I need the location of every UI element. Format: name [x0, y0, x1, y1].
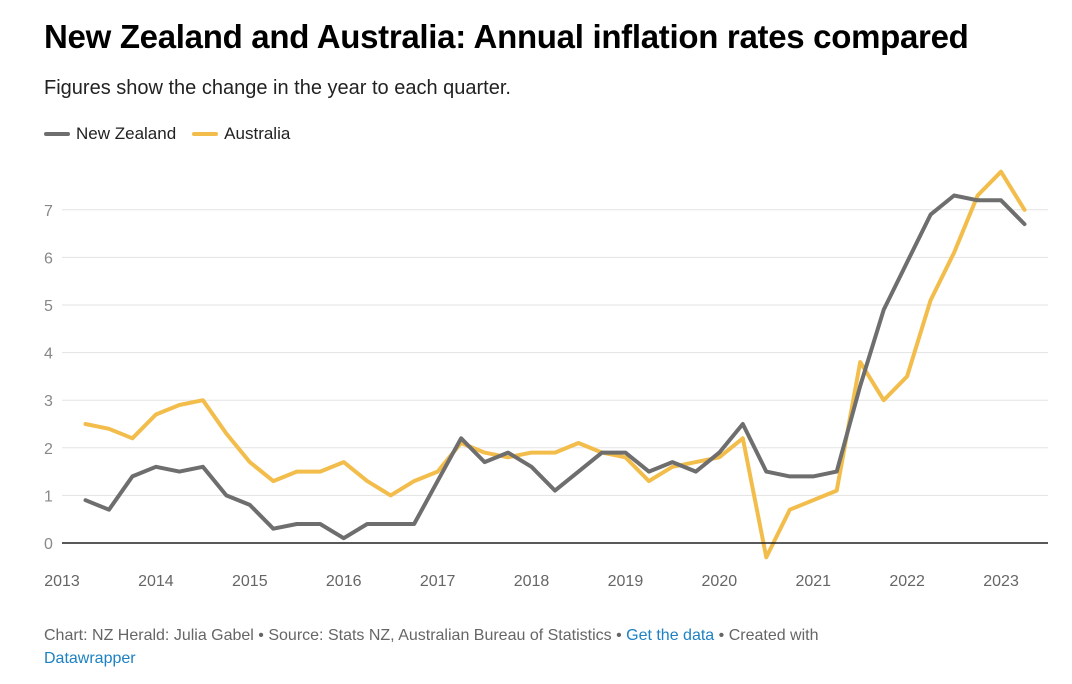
legend-label-australia: Australia	[224, 124, 291, 143]
datawrapper-link[interactable]: Datawrapper	[44, 650, 136, 667]
x-tick-label: 2013	[44, 573, 80, 590]
x-tick-label: 2014	[138, 573, 174, 590]
footer-separator: •	[253, 627, 269, 644]
x-tick-label: 2022	[889, 573, 925, 590]
y-tick-label: 4	[44, 346, 53, 363]
legend-swatch-new-zealand	[44, 132, 70, 136]
series-line-new-zealand	[83, 193, 1027, 541]
x-tick-label: 2021	[795, 573, 831, 590]
y-tick-label: 6	[44, 250, 53, 267]
y-tick-label: 5	[44, 298, 53, 315]
footer-separator: •	[611, 627, 627, 644]
y-tick-label: 0	[44, 536, 53, 553]
chart-title: New Zealand and Australia: Annual inflat…	[44, 18, 969, 55]
x-tick-label: 2020	[702, 573, 738, 590]
x-tick-label: 2023	[983, 573, 1019, 590]
footer-source: Source: Stats NZ, Australian Bureau of S…	[268, 627, 612, 644]
x-tick-label: 2016	[326, 573, 362, 590]
y-tick-label: 2	[44, 441, 53, 458]
legend-item-australia: Australia	[192, 124, 290, 144]
footer-credit: Chart: NZ Herald: Julia Gabel	[44, 627, 254, 644]
y-tick-label: 7	[44, 203, 53, 220]
y-tick-label: 1	[44, 488, 53, 505]
legend: New Zealand Australia	[44, 124, 306, 144]
legend-swatch-australia	[192, 132, 219, 136]
x-tick-label: 2018	[514, 573, 550, 590]
footer-separator: •	[714, 627, 729, 644]
series-line-australia	[83, 169, 1027, 560]
y-tick-label: 3	[44, 393, 53, 410]
x-tick-label: 2017	[420, 573, 456, 590]
get-the-data-link[interactable]: Get the data	[626, 627, 715, 644]
chart-footer: Chart: NZ Herald: Julia Gabel • Source: …	[44, 624, 1004, 670]
legend-item-new-zealand: New Zealand	[44, 124, 176, 144]
footer-created-with: Created with	[728, 627, 819, 644]
chart-subtitle: Figures show the change in the year to e…	[44, 77, 511, 99]
x-tick-label: 2019	[608, 573, 644, 590]
legend-label-new-zealand: New Zealand	[76, 124, 177, 143]
x-tick-label: 2015	[232, 573, 268, 590]
line-chart: 0 1 2 3 4 5 6 7 2013 2014 2015 2016 2017 2018 2019 2020…	[44, 169, 1048, 590]
